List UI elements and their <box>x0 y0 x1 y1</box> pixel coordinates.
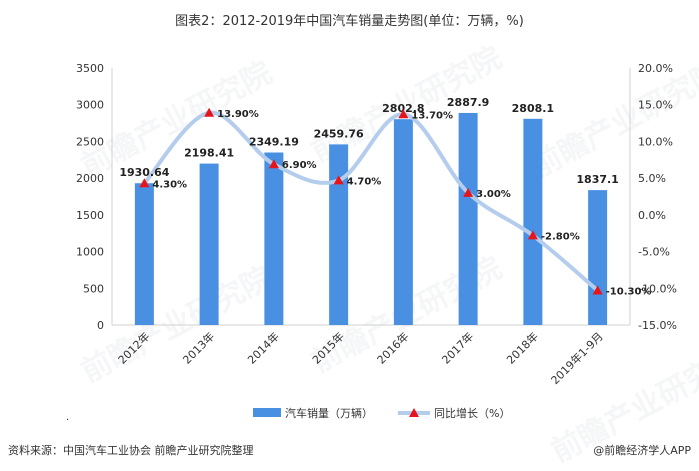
y-right-tick-label: -10.0% <box>638 282 677 295</box>
growth-marker <box>527 230 538 240</box>
bar <box>393 119 413 325</box>
bar-value-label: 2459.76 <box>314 127 364 140</box>
growth-marker <box>268 159 279 169</box>
x-tick-label: 2016年 <box>374 329 411 366</box>
growth-value-label: 4.30% <box>152 179 187 190</box>
y-left-tick-label: 0 <box>97 319 104 332</box>
source-note: 资料来源：中国汽车工业协会 前瞻产业研究院整理 <box>8 444 254 457</box>
growth-marker <box>139 178 150 188</box>
x-tick-label: 2015年 <box>309 329 346 366</box>
growth-value-label: 4.70% <box>347 176 382 187</box>
y-right-tick-label: -15.0% <box>638 319 677 332</box>
growth-marker <box>592 285 603 295</box>
chart-title: 图表2：2012-2019年中国汽车销量走势图(单位：万辆，%) <box>175 14 524 29</box>
y-right-tick-label: 0.0% <box>638 209 666 222</box>
y-right-tick-label: 20.0% <box>638 62 673 75</box>
x-tick-label: 2017年 <box>439 329 476 366</box>
growth-marker <box>463 187 474 197</box>
bar <box>458 112 478 326</box>
y-right-tick-label: -5.0% <box>638 246 670 259</box>
bar <box>329 144 349 325</box>
x-tick-label: 2013年 <box>180 329 217 366</box>
y-left-tick-label: 3000 <box>76 99 104 112</box>
growth-value-label: 13.70% <box>411 110 453 121</box>
bar-value-label: 2198.41 <box>184 147 234 160</box>
x-tick-label: 2018年 <box>504 329 541 366</box>
bar-value-label: 1930.64 <box>119 166 169 179</box>
growth-value-label: 6.90% <box>282 160 317 171</box>
bar-value-label: 2808.1 <box>512 102 554 115</box>
growth-value-label: 3.00% <box>476 189 511 200</box>
growth-marker <box>333 175 344 185</box>
bar <box>264 152 284 325</box>
legend-swatch-bar <box>253 408 281 417</box>
x-tick-label: 2014年 <box>245 329 282 366</box>
y-right-tick-label: 5.0% <box>638 172 666 185</box>
bar <box>199 163 219 325</box>
footnote-mark: . <box>66 412 70 423</box>
growth-value-label: -10.30% <box>606 286 652 297</box>
bar-value-label: 1837.1 <box>576 173 618 186</box>
y-left-tick-label: 1500 <box>76 209 104 222</box>
legend-label-line: 同比增长（%） <box>434 406 510 420</box>
legend-marker-line <box>409 408 419 417</box>
credit-note: @前瞻经济学人APP <box>593 444 691 457</box>
y-left-tick-label: 500 <box>83 282 104 295</box>
bar-value-label: 2887.9 <box>447 96 489 109</box>
growth-value-label: 13.90% <box>217 109 259 120</box>
bar-value-label: 2802.8 <box>382 102 424 115</box>
y-right-tick-label: 15.0% <box>638 99 673 112</box>
bar <box>523 118 543 325</box>
y-left-tick-label: 2000 <box>76 172 104 185</box>
bar <box>588 190 608 325</box>
y-left-tick-label: 1000 <box>76 246 104 259</box>
legend-label-bar: 汽车销量（万辆） <box>285 406 373 420</box>
x-tick-label: 2019年1-9月 <box>548 329 606 387</box>
growth-value-label: -2.80% <box>541 231 580 242</box>
bar <box>134 183 154 325</box>
growth-marker <box>398 109 409 119</box>
y-right-tick-label: 10.0% <box>638 135 673 148</box>
y-left-tick-label: 2500 <box>76 135 104 148</box>
growth-marker <box>204 107 215 117</box>
x-tick-label: 2012年 <box>115 329 152 366</box>
bar-value-label: 2349.19 <box>249 136 299 149</box>
y-left-tick-label: 3500 <box>76 62 104 75</box>
